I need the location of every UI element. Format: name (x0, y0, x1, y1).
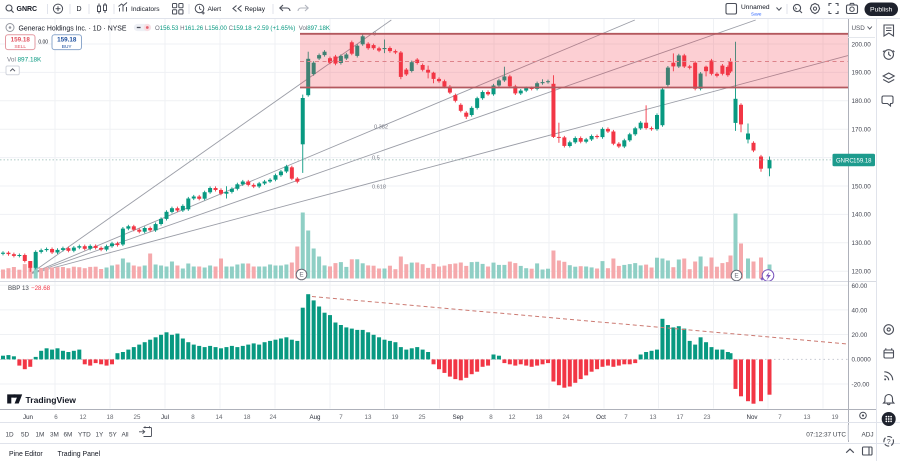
svg-text:ADJ: ADJ (862, 431, 874, 438)
svg-text:40.00: 40.00 (852, 308, 868, 315)
svg-text:TradingView: TradingView (26, 395, 77, 405)
svg-text:YTD: YTD (78, 431, 91, 438)
svg-text:0.618: 0.618 (372, 185, 386, 191)
svg-text:14: 14 (216, 413, 223, 420)
svg-text:3M: 3M (50, 431, 59, 438)
svg-text:Save: Save (751, 12, 762, 17)
svg-text:Pine Editor: Pine Editor (9, 451, 43, 458)
svg-text:18: 18 (107, 413, 114, 420)
svg-text:190.00: 190.00 (852, 70, 872, 77)
svg-text:13: 13 (365, 413, 372, 420)
svg-text:120.00: 120.00 (852, 269, 872, 276)
svg-text:6M: 6M (64, 431, 73, 438)
svg-text:E: E (299, 272, 304, 279)
svg-text:Aug: Aug (309, 413, 321, 420)
svg-text:Alert: Alert (208, 6, 222, 13)
svg-text:0.382: 0.382 (374, 125, 388, 131)
svg-text:Nov: Nov (746, 413, 758, 420)
svg-text:7: 7 (624, 413, 628, 420)
svg-text:E: E (734, 273, 739, 280)
svg-text:BUY: BUY (62, 44, 73, 50)
svg-text:0.00: 0.00 (38, 40, 48, 46)
svg-text:150.00: 150.00 (852, 183, 872, 190)
svg-text:GNRC: GNRC (17, 6, 38, 13)
svg-text:1D: 1D (6, 431, 15, 438)
svg-text:20.00: 20.00 (852, 332, 868, 339)
svg-text:13: 13 (650, 413, 657, 420)
svg-text:−28.68: −28.68 (31, 285, 51, 292)
svg-text:Vol: Vol (7, 57, 16, 64)
svg-text:8: 8 (191, 413, 195, 420)
svg-text:0.5: 0.5 (372, 156, 380, 162)
svg-text:25: 25 (419, 413, 426, 420)
svg-text:1Y: 1Y (96, 431, 105, 438)
svg-text:170.00: 170.00 (852, 127, 872, 134)
svg-text:19: 19 (832, 413, 839, 420)
svg-text:159.18: 159.18 (853, 158, 872, 164)
svg-text:Replay: Replay (245, 6, 266, 13)
svg-text:140.00: 140.00 (852, 212, 872, 219)
svg-text:897.18K: 897.18K (18, 57, 43, 64)
svg-text:7: 7 (339, 413, 343, 420)
svg-text:BBP 13: BBP 13 (8, 285, 29, 292)
svg-text:Publish: Publish (870, 7, 893, 14)
svg-text:18: 18 (244, 413, 251, 420)
svg-text:All: All (122, 431, 129, 438)
svg-text:Indicators: Indicators (131, 6, 160, 13)
svg-text:17: 17 (677, 413, 684, 420)
svg-text:5Y: 5Y (109, 431, 118, 438)
svg-text:13: 13 (804, 413, 811, 420)
svg-text:12: 12 (509, 413, 516, 420)
svg-text:O156.53 H161.26 L156.00 C159.1: O156.53 H161.26 L156.00 C159.18 +2.59 (+… (155, 25, 330, 32)
svg-text:?: ? (887, 438, 891, 445)
svg-text:Jun: Jun (23, 413, 34, 420)
svg-text:Trading Panel: Trading Panel (58, 451, 101, 458)
svg-text:SELL: SELL (14, 44, 26, 50)
svg-text:130.00: 130.00 (852, 240, 872, 247)
svg-text:D: D (77, 6, 82, 13)
svg-text:24: 24 (270, 413, 277, 420)
svg-text:5D: 5D (21, 431, 30, 438)
svg-text:Unnamed: Unnamed (741, 4, 770, 11)
svg-text:Generac Holdings Inc. · 1D · N: Generac Holdings Inc. · 1D · NYSE (19, 25, 127, 32)
svg-text:6: 6 (54, 413, 58, 420)
svg-text:60.00: 60.00 (852, 283, 868, 290)
svg-text:Sep: Sep (452, 413, 464, 420)
svg-text:23: 23 (704, 413, 711, 420)
svg-text:18: 18 (536, 413, 543, 420)
svg-text:USD: USD (852, 25, 866, 32)
svg-text:GNRC: GNRC (836, 158, 854, 164)
svg-text:25: 25 (134, 413, 141, 420)
svg-text:7: 7 (778, 413, 782, 420)
svg-text:07:12:37 UTC: 07:12:37 UTC (806, 431, 846, 438)
svg-text:1M: 1M (36, 431, 45, 438)
svg-text:200.00: 200.00 (852, 41, 872, 48)
svg-text:12: 12 (80, 413, 87, 420)
svg-text:8: 8 (489, 413, 493, 420)
svg-text:0.0000: 0.0000 (852, 357, 872, 364)
svg-text:159.18: 159.18 (11, 36, 31, 43)
svg-text:159.18: 159.18 (57, 36, 77, 43)
svg-text:-20.00: -20.00 (852, 381, 870, 388)
svg-text:Oct: Oct (596, 413, 606, 420)
svg-text:Jul: Jul (161, 413, 169, 420)
svg-text:180.00: 180.00 (852, 98, 872, 105)
svg-text:24: 24 (563, 413, 570, 420)
svg-text:19: 19 (392, 413, 399, 420)
